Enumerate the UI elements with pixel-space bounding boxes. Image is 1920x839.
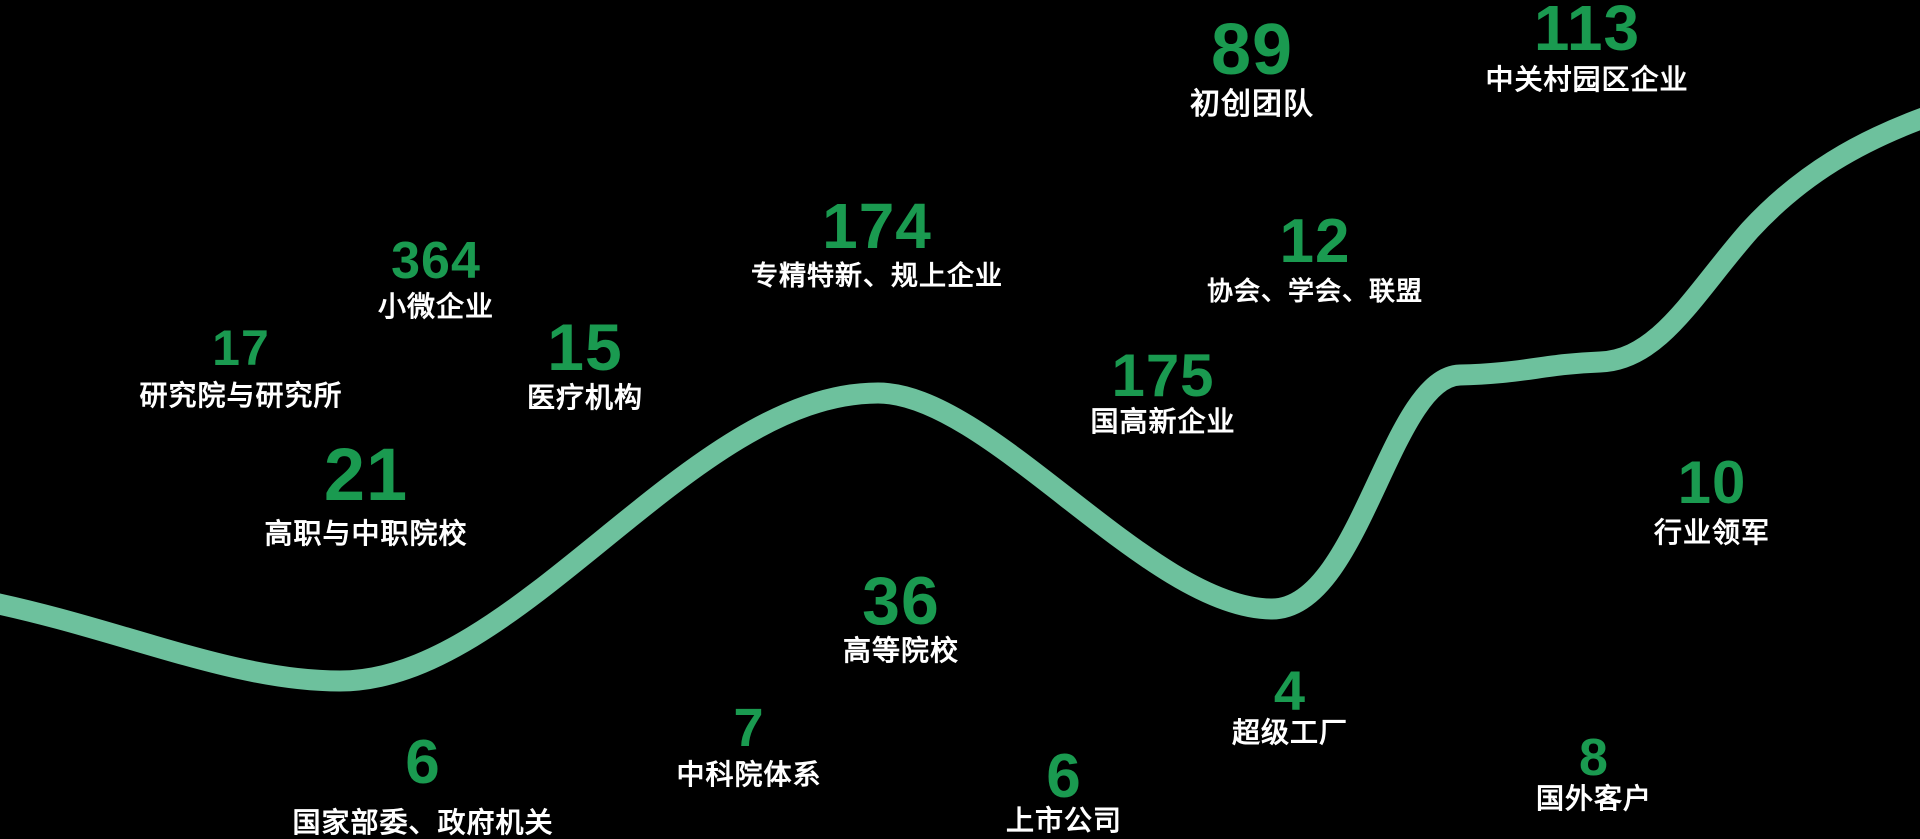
stat-number: 6 (1046, 742, 1082, 811)
stat-number: 4 (1273, 659, 1307, 722)
stat-label: 协会、学会、联盟 (1206, 276, 1424, 306)
stat-label: 国家部委、政府机关 (292, 807, 554, 838)
stat-item-zhongkeyuan-tixi: 7 中科院体系 (676, 701, 821, 791)
stat-item-yanjiuyuan-yanjiusuo: 17 研究院与研究所 (139, 323, 342, 412)
stat-number: 175 (1111, 342, 1215, 409)
stat-number: 8 (1579, 729, 1609, 787)
stat-number: 36 (862, 563, 940, 639)
trend-curve-path (0, 107, 1920, 692)
stat-label: 研究院与研究所 (139, 380, 343, 411)
stat-item-guogaoxin-qiye: 175 国高新企业 (1090, 346, 1235, 438)
stat-item-yiliao-jigou: 15 医疗机构 (527, 314, 643, 414)
stat-label: 医疗机构 (526, 382, 644, 413)
stat-number: 21 (323, 433, 409, 516)
stat-number: 17 (212, 320, 270, 376)
stat-item-shangshi-gongsi: 6 上市公司 (1006, 746, 1122, 837)
stat-number: 364 (391, 232, 481, 290)
stat-label: 初创团队 (1190, 88, 1314, 121)
stat-item-chuchuang-tuandui: 89 初创团队 (1190, 14, 1314, 123)
stat-label: 国外客户 (1535, 783, 1653, 814)
stat-number: 12 (1279, 207, 1351, 276)
stat-number: 6 (405, 728, 441, 797)
stat-label: 高等院校 (842, 635, 960, 666)
stat-label: 上市公司 (1005, 805, 1123, 836)
stat-number: 15 (547, 310, 623, 384)
stat-label: 小微企业 (377, 291, 495, 322)
stat-label: 行业领军 (1653, 517, 1771, 548)
stat-item-gaodeng-yuanxiao: 36 高等院校 (843, 567, 959, 667)
stat-item-chaoji-gongchang: 4 超级工厂 (1232, 663, 1348, 749)
stat-number: 10 (1677, 449, 1747, 516)
stat-item-hangye-lingjun: 10 行业领军 (1654, 453, 1770, 549)
stat-item-guowai-kehu: 8 国外客户 (1536, 732, 1652, 815)
stat-item-xiehui-xuehui-lianmeng: 12 协会、学会、联盟 (1207, 211, 1423, 307)
stat-item-zhuanjingtexin-guishang-qiye: 174 专精特新、规上企业 (751, 194, 1003, 292)
stat-label: 专精特新、规上企业 (751, 261, 1003, 291)
stat-number: 89 (1210, 10, 1294, 90)
stat-item-zhongguancun-yuanqu-qiye: 113 中关村园区企业 (1485, 0, 1688, 96)
stat-label: 超级工厂 (1231, 717, 1349, 748)
stat-item-guojia-buwei-zhengfu-jiguan: 6 国家部委、政府机关 (292, 732, 553, 839)
stat-number: 113 (1533, 0, 1641, 64)
stat-label: 中科院体系 (676, 759, 822, 790)
stat-label: 高职与中职院校 (264, 518, 468, 549)
stat-number: 7 (733, 698, 765, 758)
stat-label: 国高新企业 (1090, 406, 1236, 437)
stat-label: 中关村园区企业 (1485, 64, 1689, 95)
stat-item-xiaowei-qiye: 364 小微企业 (378, 235, 494, 323)
stat-number: 174 (822, 190, 932, 262)
stat-item-gaozhi-zhongzhi-yuanxiao: 21 高职与中职院校 (264, 438, 467, 550)
